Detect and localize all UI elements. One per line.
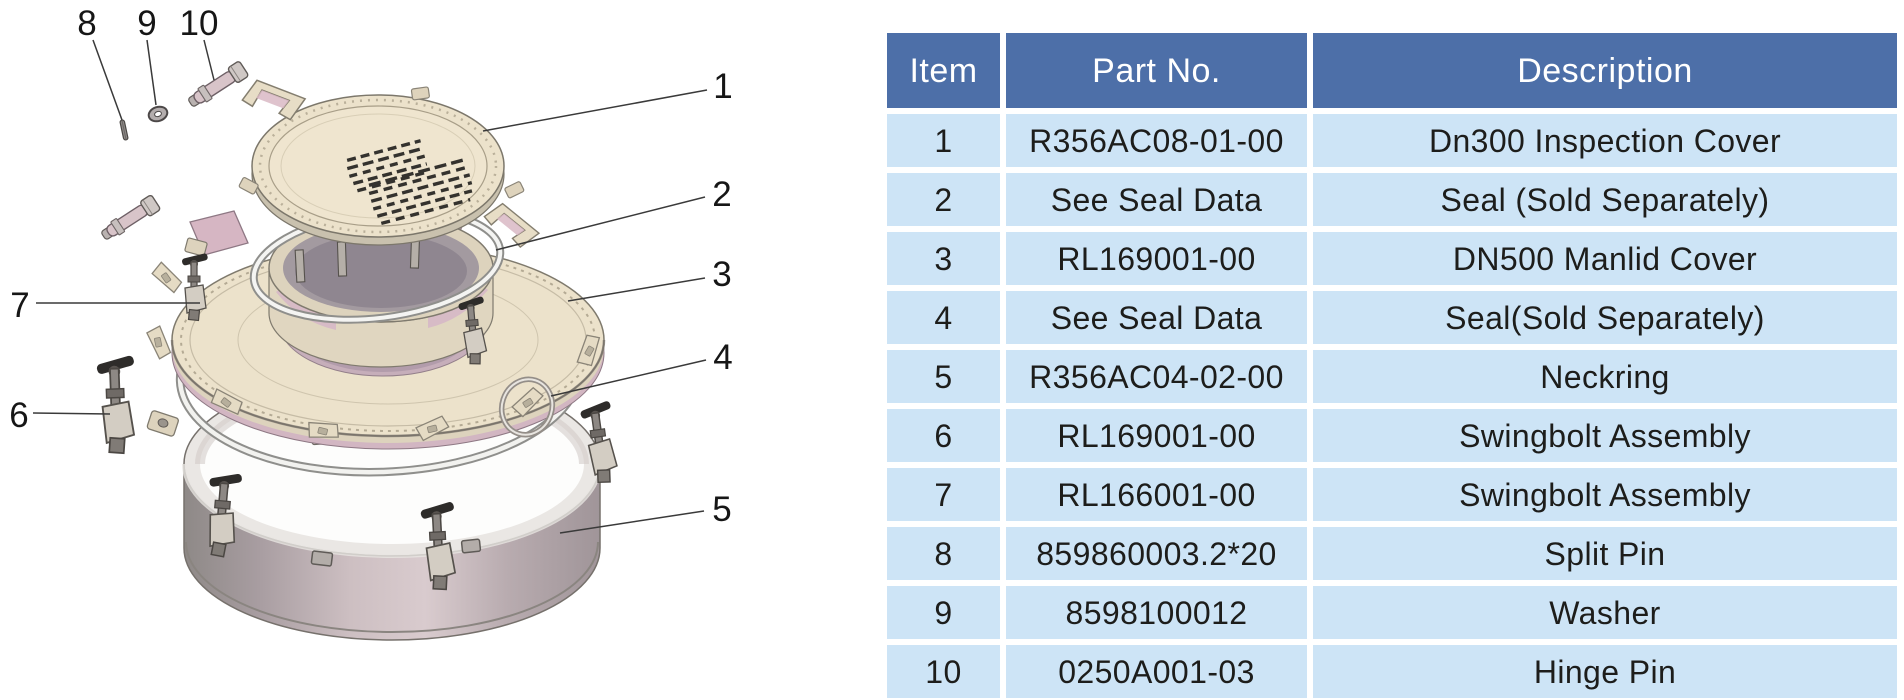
washer xyxy=(147,105,169,123)
row-10-item: 10 xyxy=(887,645,1000,698)
row-4-item: 4 xyxy=(887,291,1000,344)
row-2-part-no: See Seal Data xyxy=(1006,173,1307,226)
callout-4: 4 xyxy=(713,338,732,377)
row-4-part-no: See Seal Data xyxy=(1006,291,1307,344)
hinge-pin xyxy=(184,59,250,112)
callout-5: 5 xyxy=(712,490,731,529)
vent-grating xyxy=(346,139,473,226)
callout-9: 9 xyxy=(137,4,156,43)
row-5-part-no: R356AC04-02-00 xyxy=(1006,350,1307,403)
parts-table: Item Part No. Description 1 R356AC08-01-… xyxy=(887,33,1897,698)
seal-joint-hook xyxy=(498,376,556,438)
callout-8: 8 xyxy=(77,4,96,43)
row-5-item: 5 xyxy=(887,350,1000,403)
callout-10: 10 xyxy=(180,4,219,43)
split-pin xyxy=(119,119,129,141)
row-3-description: DN500 Manlid Cover xyxy=(1313,232,1897,285)
row-9-part-no: 8598100012 xyxy=(1006,586,1307,639)
row-8-description: Split Pin xyxy=(1313,527,1897,580)
row-6-part-no: RL169001-00 xyxy=(1006,409,1307,462)
row-1-description: Dn300 Inspection Cover xyxy=(1313,114,1897,167)
inspection-cover-part xyxy=(238,77,544,253)
row-4-description: Seal(Sold Separately) xyxy=(1313,291,1897,344)
row-8-part-no: 859860003.2*20 xyxy=(1006,527,1307,580)
row-3-part-no: RL169001-00 xyxy=(1006,232,1307,285)
row-10-description: Hinge Pin xyxy=(1313,645,1897,698)
row-6-item: 6 xyxy=(887,409,1000,462)
swingbolt-detached xyxy=(94,353,139,456)
row-2-description: Seal (Sold Separately) xyxy=(1313,173,1897,226)
callout-3: 3 xyxy=(712,255,731,294)
leader-lines xyxy=(32,39,708,534)
exploded-view-diagram: 1 2 3 4 5 6 7 8 9 10 xyxy=(9,4,733,641)
row-6-description: Swingbolt Assembly xyxy=(1313,409,1897,462)
row-9-description: Washer xyxy=(1313,586,1897,639)
cover-studs xyxy=(294,235,421,283)
callout-7: 7 xyxy=(10,286,29,325)
row-2-item: 2 xyxy=(887,173,1000,226)
col-header-item: Item xyxy=(887,33,1000,108)
row-3-item: 3 xyxy=(887,232,1000,285)
callout-2: 2 xyxy=(712,175,731,214)
callout-6: 6 xyxy=(9,396,28,435)
row-8-item: 8 xyxy=(887,527,1000,580)
col-header-part-no: Part No. xyxy=(1006,33,1307,108)
row-1-item: 1 xyxy=(887,114,1000,167)
col-header-description: Description xyxy=(1313,33,1897,108)
callout-1: 1 xyxy=(713,67,732,106)
hinge-pin-lower xyxy=(97,193,162,245)
row-9-item: 9 xyxy=(887,586,1000,639)
row-7-description: Swingbolt Assembly xyxy=(1313,468,1897,521)
row-7-item: 7 xyxy=(887,468,1000,521)
row-5-description: Neckring xyxy=(1313,350,1897,403)
row-10-part-no: 0250A001-03 xyxy=(1006,645,1307,698)
row-1-part-no: R356AC08-01-00 xyxy=(1006,114,1307,167)
row-7-part-no: RL166001-00 xyxy=(1006,468,1307,521)
